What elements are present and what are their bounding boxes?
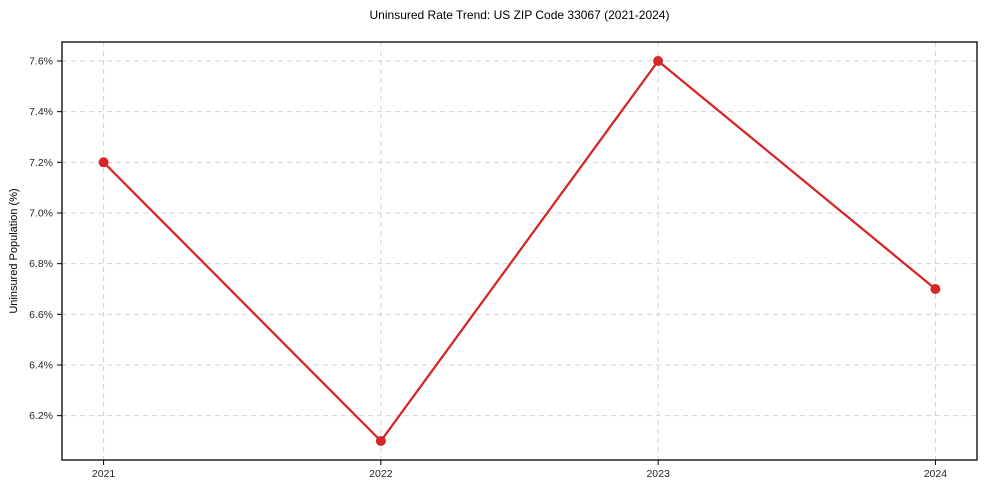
data-point-marker (375, 436, 386, 446)
data-point-marker (930, 284, 941, 294)
y-tick-label: 7.6% (29, 56, 53, 68)
data-point-marker (98, 157, 109, 168)
x-tick-label: 2024 (924, 468, 948, 480)
y-tick-label: 7.0% (29, 208, 53, 220)
y-tick-label: 6.2% (29, 410, 53, 422)
y-tick-label: 6.8% (29, 258, 53, 270)
y-tick-label: 6.4% (29, 360, 53, 372)
x-tick-label: 2021 (92, 468, 116, 480)
y-tick-label: 7.4% (29, 106, 53, 118)
data-point-marker (653, 56, 664, 66)
trend-line (102, 59, 937, 443)
x-tick-label: 2022 (369, 468, 393, 480)
y-tick-label: 7.2% (29, 157, 53, 169)
x-tick-label: 2023 (646, 468, 670, 480)
plot-border (61, 41, 978, 461)
chart-title: Uninsured Rate Trend: US ZIP Code 33067 … (369, 8, 670, 22)
y-tick-label: 6.6% (29, 309, 53, 321)
